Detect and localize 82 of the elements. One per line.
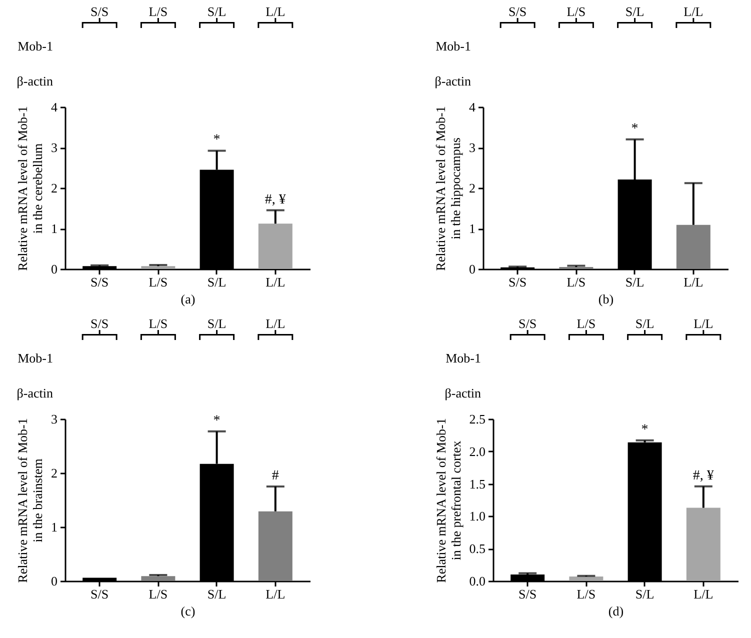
- category-label: L/S: [566, 4, 586, 19]
- y-tick-label: 2: [51, 180, 58, 196]
- annotation: #, ¥: [692, 468, 714, 484]
- y-tick-label: 2: [51, 466, 58, 480]
- x-tick-label: L/S: [576, 586, 596, 602]
- category-label: S/L: [635, 316, 654, 331]
- category-label: L/L: [684, 4, 704, 19]
- text: β-actin: [16, 386, 54, 400]
- text: Mob-1: [18, 38, 53, 54]
- y-tick-label: 4: [51, 100, 58, 114]
- x-axis-title: (b): [598, 292, 614, 306]
- x-tick-label: S/L: [207, 274, 226, 290]
- category-label: S/L: [207, 316, 226, 331]
- category-label: S/L: [207, 4, 226, 19]
- annotation: *: [641, 422, 648, 438]
- x-tick-label: L/L: [684, 274, 704, 290]
- bar: [569, 576, 604, 581]
- bar: [141, 266, 176, 269]
- x-tick-label: S/S: [90, 586, 109, 602]
- x-axis-title: (a): [180, 292, 196, 306]
- text: Mob-1: [446, 350, 481, 366]
- category-label: L/L: [266, 4, 286, 19]
- y-tick-label: 2: [469, 180, 476, 196]
- category-label: L/L: [266, 316, 286, 331]
- y-tick-label: 0.0: [469, 574, 486, 588]
- bar: [258, 224, 292, 269]
- x-tick-label: S/S: [90, 274, 109, 290]
- y-axis-title: Relative mRNA level of Mob-1 in the cerebellum: [15, 106, 45, 271]
- x-axis-title: (c): [180, 604, 196, 618]
- text: Mob-1: [436, 38, 471, 54]
- y-tick-label: 3: [51, 140, 58, 155]
- category-label: S/S: [508, 4, 527, 19]
- x-tick-label: S/L: [207, 586, 226, 602]
- y-tick-label: 2.0: [469, 444, 486, 459]
- y-tick-label: 1: [469, 221, 476, 236]
- category-label: S/L: [625, 4, 644, 19]
- y-tick-label: 0.5: [469, 541, 486, 556]
- annotation: #, ¥: [264, 192, 286, 208]
- y-tick-label: 0: [51, 262, 58, 276]
- annotation: *: [631, 121, 638, 136]
- annotation: #: [272, 468, 279, 484]
- y-tick-label: 0: [469, 262, 476, 276]
- category-label: L/S: [148, 316, 168, 331]
- x-tick-label: S/L: [625, 274, 644, 290]
- annotation: *: [213, 413, 220, 428]
- category-label: L/S: [148, 4, 168, 19]
- x-tick-label: S/S: [518, 586, 537, 602]
- bar: [258, 511, 292, 581]
- y-tick-label: 1.0: [469, 508, 486, 524]
- category-label: L/L: [694, 316, 714, 331]
- bar: [686, 508, 720, 581]
- text: β-actin: [434, 74, 472, 88]
- y-tick-label: 1.5: [469, 476, 486, 492]
- category-label: S/S: [90, 4, 109, 19]
- text: β-actin: [16, 74, 54, 88]
- y-axis-title: Relative mRNA level of Mob-1 in the brainstem: [15, 418, 45, 583]
- annotation: *: [213, 132, 220, 148]
- y-tick-label: 2.5: [469, 412, 486, 426]
- y-tick-label: 4: [469, 100, 476, 114]
- x-tick-label: L/S: [148, 274, 168, 290]
- y-tick-label: 3: [51, 412, 58, 426]
- category-label: L/S: [576, 316, 596, 331]
- category-label: S/S: [90, 316, 109, 331]
- text: β-actin: [444, 386, 482, 400]
- x-axis-title: (d): [608, 604, 624, 618]
- x-tick-label: L/S: [148, 586, 168, 602]
- y-axis-title: Relative mRNA level of Mob-1 in the hippocampus: [433, 106, 463, 271]
- text: Mob-1: [18, 350, 53, 366]
- y-tick-label: 1: [51, 221, 58, 236]
- x-tick-label: S/S: [508, 274, 527, 290]
- x-tick-label: L/S: [566, 274, 586, 290]
- y-axis-title: Relative mRNA level of Mob-1 in the prefrontal cortex: [433, 418, 464, 583]
- x-tick-label: L/L: [266, 586, 286, 602]
- x-tick-label: L/L: [694, 586, 714, 602]
- bar: [676, 224, 710, 269]
- x-tick-label: S/L: [635, 586, 654, 602]
- x-tick-label: L/L: [266, 274, 286, 290]
- y-tick-label: 1: [51, 520, 58, 534]
- bar: [141, 576, 176, 581]
- y-tick-label: 3: [469, 140, 476, 155]
- category-label: S/S: [518, 316, 537, 331]
- y-tick-label: 0: [51, 574, 58, 588]
